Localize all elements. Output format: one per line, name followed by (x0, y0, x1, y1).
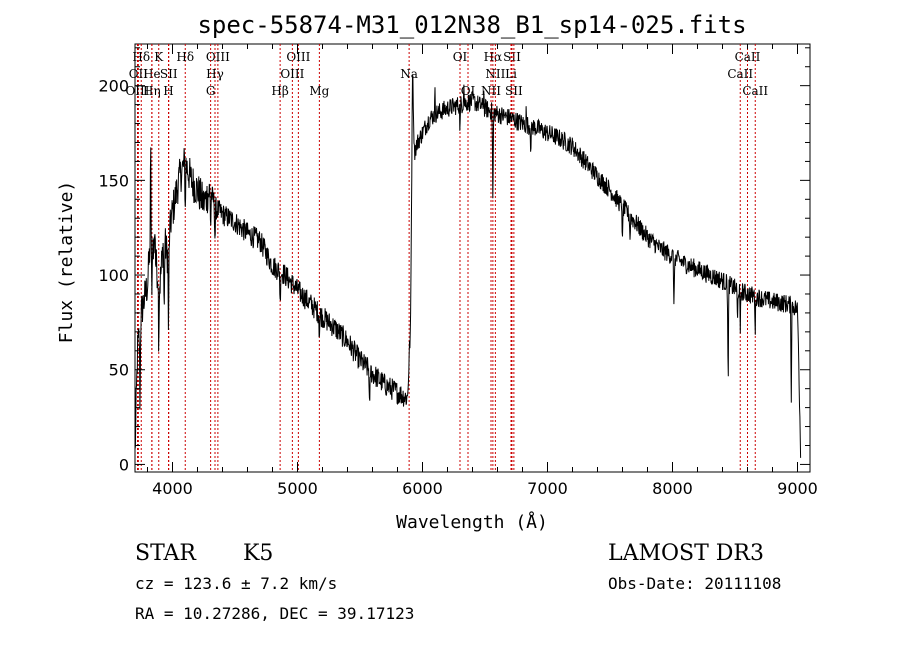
line-marker-label: CaII (735, 50, 761, 64)
y-tick-label: 100 (98, 266, 129, 285)
x-tick-label: 6000 (402, 479, 443, 498)
y-tick-label: 150 (98, 171, 129, 190)
object-class: STAR (135, 541, 197, 566)
x-axis-title: Wavelength (Å) (396, 511, 548, 533)
survey-name: LAMOST DR3 (608, 541, 764, 566)
x-tick-label: 7000 (527, 479, 568, 498)
line-marker-label: OIII (125, 84, 149, 98)
line-marker-label: OI (453, 50, 468, 64)
y-axis-title: Flux (relative) (56, 181, 77, 344)
obs-date: Obs-Date: 20111108 (608, 574, 781, 593)
line-marker-label: NII (485, 67, 505, 81)
object-subclass: K5 (243, 541, 273, 566)
line-marker-label: Hα (484, 50, 503, 64)
line-marker-label: G (206, 84, 216, 98)
line-marker-label: Li (505, 67, 517, 81)
x-tick-label: 4000 (152, 479, 193, 498)
line-marker-label: Hβ (271, 84, 288, 98)
line-marker-label: CaII (727, 67, 753, 81)
line-marker-label: OIII (206, 50, 230, 64)
line-marker-label: Hγ (206, 67, 224, 81)
coordinates-readout: RA = 10.27286, DEC = 39.17123 (135, 604, 414, 623)
x-tick-label: 8000 (652, 479, 693, 498)
line-marker-label: SII (503, 50, 521, 64)
line-marker-label: OIII (286, 50, 310, 64)
line-marker-label: NII (481, 84, 501, 98)
line-marker-label: OII (129, 67, 149, 81)
x-tick-label: 5000 (277, 479, 318, 498)
plot-frame (134, 43, 811, 473)
line-marker-label: Mg (309, 84, 329, 98)
y-tick-label: 50 (109, 361, 129, 380)
line-marker-label: Na (400, 67, 418, 81)
chart-title: spec-55874-M31_012N38_B1_sp14-025.fits (197, 11, 746, 39)
object-info: STAR K5 LAMOST DR3 cz = 123.6 ± 7.2 km/s… (135, 541, 781, 623)
line-marker-label: Hη (143, 84, 161, 98)
line-marker-label: Hδ (132, 50, 150, 64)
line-marker-label: OIII (280, 67, 304, 81)
line-marker-label: Hδ (176, 50, 194, 64)
redshift-readout: cz = 123.6 ± 7.2 km/s (135, 574, 337, 593)
y-tick-label: 0 (119, 455, 129, 474)
line-marker-label: K (154, 50, 164, 64)
axis-ticks: 4000 5000 6000 7000 8000 9000 0 50 100 150 200 (98, 44, 818, 498)
spectrum-line (134, 74, 802, 458)
line-marker-label: CaII (742, 84, 768, 98)
x-tick-label: 9000 (777, 479, 818, 498)
line-marker-label: SII (505, 84, 523, 98)
y-tick-label: 200 (98, 77, 129, 96)
line-marker-label: H (163, 84, 173, 98)
